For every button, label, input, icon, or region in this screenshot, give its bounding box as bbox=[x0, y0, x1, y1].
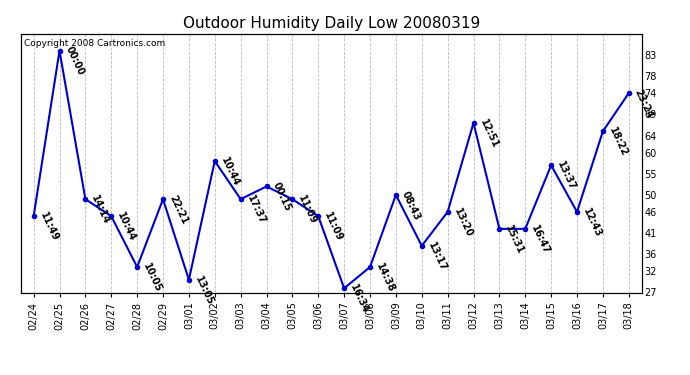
Text: 00:00: 00:00 bbox=[63, 45, 86, 77]
Text: 16:47: 16:47 bbox=[529, 223, 551, 256]
Text: 00:15: 00:15 bbox=[270, 181, 293, 213]
Text: 10:44: 10:44 bbox=[219, 155, 241, 188]
Text: 13:20: 13:20 bbox=[452, 206, 474, 238]
Text: 11:49: 11:49 bbox=[38, 210, 60, 243]
Text: 10:05: 10:05 bbox=[141, 261, 164, 294]
Text: 14:14: 14:14 bbox=[90, 194, 112, 226]
Text: 13:37: 13:37 bbox=[555, 160, 578, 192]
Text: 12:43: 12:43 bbox=[581, 206, 603, 238]
Title: Outdoor Humidity Daily Low 20080319: Outdoor Humidity Daily Low 20080319 bbox=[183, 16, 480, 31]
Text: 23:24: 23:24 bbox=[633, 87, 655, 120]
Text: 22:21: 22:21 bbox=[167, 194, 189, 226]
Text: Copyright 2008 Cartronics.com: Copyright 2008 Cartronics.com bbox=[23, 39, 165, 48]
Text: 14:38: 14:38 bbox=[374, 261, 396, 294]
Text: 18:22: 18:22 bbox=[607, 126, 629, 158]
Text: 16:34: 16:34 bbox=[348, 283, 371, 315]
Text: 13:17: 13:17 bbox=[426, 240, 448, 273]
Text: 10:44: 10:44 bbox=[115, 210, 137, 243]
Text: 11:09: 11:09 bbox=[297, 194, 319, 226]
Text: 17:37: 17:37 bbox=[245, 194, 267, 226]
Text: 08:43: 08:43 bbox=[400, 189, 422, 222]
Text: 11:09: 11:09 bbox=[322, 210, 344, 243]
Text: 13:05: 13:05 bbox=[193, 274, 215, 306]
Text: 12:51: 12:51 bbox=[477, 117, 500, 150]
Text: 15:31: 15:31 bbox=[504, 223, 526, 256]
